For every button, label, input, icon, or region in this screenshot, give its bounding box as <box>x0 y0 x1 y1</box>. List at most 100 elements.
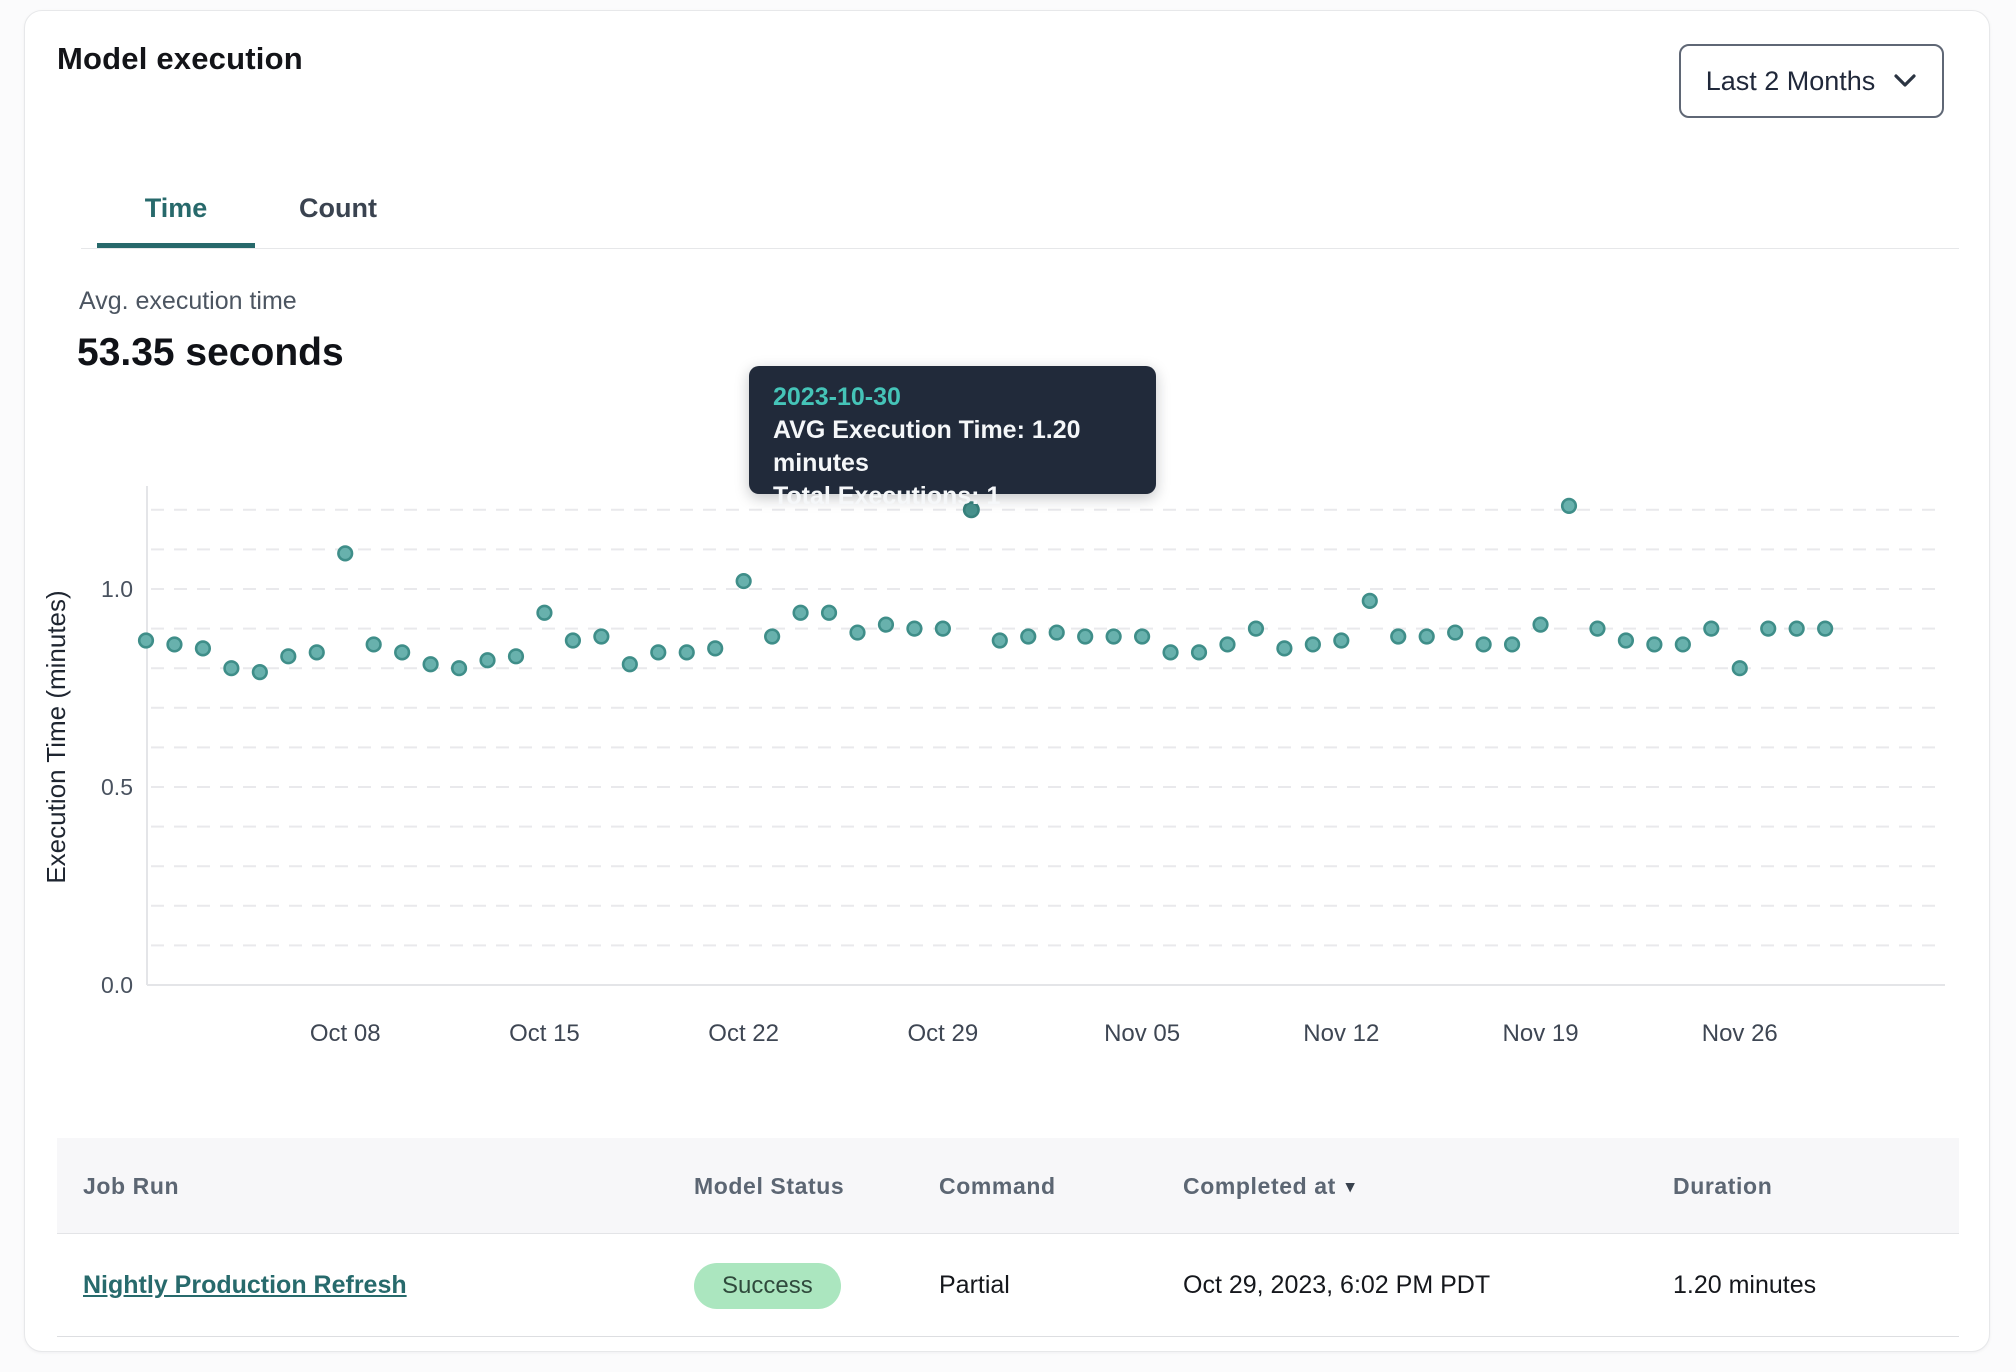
chart-point[interactable] <box>1390 628 1407 645</box>
chart-tabs: Time Count <box>81 173 1959 249</box>
header-model-status: Model Status <box>694 1173 845 1199</box>
avg-execution-time-value: 53.35 seconds <box>77 331 344 374</box>
x-axis-tick: Oct 08 <box>310 1020 381 1047</box>
model-execution-card: Model execution Last 2 Months Time Count… <box>24 10 1990 1352</box>
chart-point[interactable] <box>735 572 752 590</box>
chart-point[interactable] <box>1589 620 1606 637</box>
chart-point[interactable] <box>422 656 439 673</box>
chart-point[interactable] <box>166 636 183 653</box>
chart-point[interactable] <box>621 656 638 673</box>
chart-point[interactable] <box>1617 632 1635 649</box>
chart-point[interactable] <box>1560 497 1578 514</box>
sort-desc-icon: ▾ <box>1345 1177 1356 1196</box>
chart-point[interactable] <box>1532 616 1549 633</box>
chart-point[interactable] <box>1788 620 1805 637</box>
chart-point[interactable] <box>1304 636 1321 653</box>
chart-point[interactable] <box>1247 620 1265 637</box>
header-duration: Duration <box>1673 1173 1773 1199</box>
chart-point[interactable] <box>1646 636 1663 653</box>
chart-point[interactable] <box>707 640 724 657</box>
chart-point[interactable] <box>678 644 695 661</box>
page-title: Model execution <box>57 41 303 76</box>
chart-point[interactable] <box>1475 636 1492 653</box>
chart-point[interactable] <box>934 620 951 637</box>
tab-count[interactable]: Count <box>299 193 377 223</box>
x-axis-tick: Oct 22 <box>708 1020 779 1047</box>
x-axis-tick: Nov 19 <box>1503 1020 1579 1047</box>
date-range-value: Last 2 Months <box>1705 65 1876 96</box>
y-axis-tick: 0.0 <box>101 972 133 998</box>
chart-point[interactable] <box>479 652 496 669</box>
chart-point[interactable] <box>877 616 895 633</box>
chart-point-highlighted[interactable] <box>962 501 980 519</box>
header-job-run: Job Run <box>83 1173 180 1199</box>
chart-point[interactable] <box>820 604 838 621</box>
tooltip-date: 2023-10-30 <box>773 383 901 411</box>
chart-point[interactable] <box>906 620 923 637</box>
chart-point[interactable] <box>593 628 610 645</box>
chart-point[interactable] <box>450 660 468 677</box>
chart-point[interactable] <box>1760 620 1777 637</box>
table-header-row: Job Run Model Status Command Completed a… <box>57 1138 1959 1234</box>
chart-tooltip: 2023-10-30 AVG Execution Time: 1.20 minu… <box>749 366 1156 510</box>
table-row: Nightly Production Refresh Success Parti… <box>57 1234 1959 1337</box>
chart-point[interactable] <box>1817 620 1834 637</box>
chart-point[interactable] <box>308 644 325 661</box>
chart-point[interactable] <box>137 632 155 649</box>
chart-point[interactable] <box>536 604 553 621</box>
chart-point[interactable] <box>1333 632 1350 649</box>
x-axis-tick: Nov 12 <box>1303 1020 1379 1047</box>
x-axis-tick: Oct 15 <box>509 1020 580 1047</box>
chart-point[interactable] <box>1133 628 1151 645</box>
chart-point[interactable] <box>764 628 781 645</box>
chart-point[interactable] <box>394 644 411 661</box>
chart-point[interactable] <box>1361 592 1378 609</box>
x-axis-tick: Nov 26 <box>1702 1020 1778 1047</box>
chart-point[interactable] <box>1447 624 1464 641</box>
tooltip-total-executions: Total Executions: 1 <box>773 482 1001 510</box>
x-axis-tick: Oct 29 <box>908 1020 979 1047</box>
chart-point[interactable] <box>650 644 667 661</box>
chart-point[interactable] <box>1674 636 1691 653</box>
chart-point[interactable] <box>1190 644 1208 661</box>
chart-point[interactable] <box>365 636 382 653</box>
status-badge: Success <box>694 1262 841 1309</box>
chart-point[interactable] <box>251 664 268 681</box>
date-range-dropdown[interactable]: Last 2 Months <box>1679 44 1944 118</box>
avg-execution-time-label: Avg. execution time <box>79 287 297 315</box>
tab-time[interactable]: Time <box>97 173 255 248</box>
y-axis-tick: 1.0 <box>101 576 133 602</box>
chart-point[interactable] <box>1105 628 1122 645</box>
header-command: Command <box>939 1173 1056 1199</box>
chart-point[interactable] <box>1418 628 1435 645</box>
chart-point[interactable] <box>1077 628 1094 645</box>
chart-point[interactable] <box>1219 636 1236 653</box>
job-runs-table: Job Run Model Status Command Completed a… <box>57 1138 1959 1337</box>
command-cell: Partial <box>939 1271 1010 1299</box>
execution-time-chart: 0.0 0.5 1.0 Oct 08 Oct 15 Oct 22 Oct 29 Nov 05 N… <box>41 486 1945 1047</box>
completed-at-cell: Oct 29, 2023, 6:02 PM PDT <box>1183 1271 1491 1299</box>
chart-point[interactable] <box>792 604 809 621</box>
chart-point[interactable] <box>1703 620 1720 637</box>
header-completed-at[interactable]: Completed at ▾ <box>1183 1138 1355 1234</box>
chart-point[interactable] <box>280 648 297 665</box>
chart-point[interactable] <box>337 545 354 562</box>
job-run-link[interactable]: Nightly Production Refresh <box>83 1271 407 1299</box>
chart-point[interactable] <box>1503 636 1521 653</box>
chart-point[interactable] <box>1731 660 1748 677</box>
chart-point[interactable] <box>849 624 866 641</box>
chart-point[interactable] <box>1020 628 1037 645</box>
chart-point[interactable] <box>507 648 525 665</box>
chart-point[interactable] <box>194 640 212 657</box>
chart-point[interactable] <box>564 632 582 649</box>
chart-point[interactable] <box>1276 640 1293 657</box>
y-axis-tick: 0.5 <box>101 774 133 800</box>
chart-point[interactable] <box>1162 644 1179 661</box>
duration-cell: 1.20 minutes <box>1673 1271 1817 1299</box>
tooltip-avg-execution-time: AVG Execution Time: 1.20 minutes <box>773 416 1081 477</box>
y-axis-title: Execution Time (minutes) <box>41 590 71 883</box>
x-axis-tick: Nov 05 <box>1104 1020 1180 1047</box>
chart-point[interactable] <box>1048 624 1065 641</box>
chart-point[interactable] <box>223 660 240 677</box>
chart-point[interactable] <box>991 632 1008 649</box>
